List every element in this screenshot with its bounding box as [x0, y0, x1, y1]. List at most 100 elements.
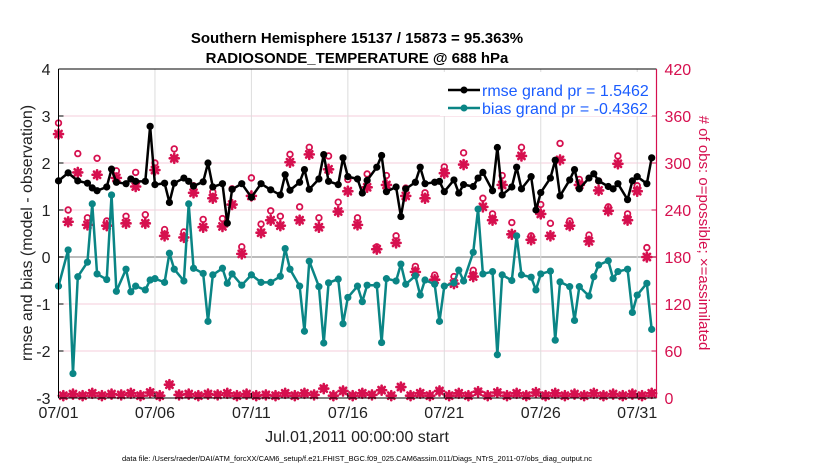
bias-point	[435, 317, 444, 325]
possible-circle-marker	[493, 388, 502, 397]
obs-count-point	[216, 214, 229, 233]
assimilated-asterisk-marker	[169, 153, 179, 163]
obs-count-point	[462, 389, 475, 402]
possible-circle-marker	[643, 243, 651, 252]
rmse-point	[609, 185, 617, 193]
rmse-point	[160, 179, 169, 187]
bias-point	[556, 278, 564, 286]
possible-circle-marker	[377, 386, 386, 394]
obs-count-point	[486, 210, 499, 226]
obs-count-point	[284, 150, 296, 169]
bias-point	[421, 276, 429, 284]
possible-circle-marker	[300, 389, 309, 397]
possible-circle-marker	[517, 143, 526, 152]
rmse-point	[469, 182, 477, 191]
assimilated-asterisk-marker	[160, 231, 170, 241]
bias-point	[508, 276, 516, 285]
chart-subtitle: RADIOSONDE_TEMPERATURE @ 688 hPa	[206, 50, 509, 67]
rmse-point	[286, 186, 294, 194]
obs-count-point	[544, 219, 557, 242]
rmse-point	[132, 177, 140, 185]
obs-count-point	[158, 225, 171, 242]
possible-circle-marker	[609, 390, 617, 398]
possible-circle-marker	[474, 388, 482, 396]
bias-point	[185, 200, 193, 208]
assimilated-asterisk-marker	[545, 231, 555, 241]
bias-point	[474, 205, 482, 213]
obs-count-point	[264, 207, 277, 226]
obs-count-point	[452, 387, 465, 400]
y-right-tick-label: 240	[665, 203, 692, 220]
possible-circle-marker	[315, 214, 323, 222]
y-right-tick-label: 180	[665, 250, 692, 267]
possible-circle-marker	[127, 389, 135, 397]
rmse-point	[315, 175, 323, 183]
y-tick-label: 0	[42, 250, 51, 267]
y-right-tick-label: 60	[665, 344, 683, 361]
rmse-point	[112, 178, 120, 186]
rmse-point	[498, 191, 506, 199]
possible-circle-marker	[160, 225, 169, 234]
x-axis-label: Jul.01,2011 00:00:00 start	[265, 429, 449, 446]
rmse-point	[614, 180, 622, 188]
rmse-point	[508, 183, 516, 191]
bias-point	[315, 283, 323, 291]
possible-circle-marker	[585, 231, 593, 239]
obs-count-point	[583, 231, 595, 248]
assimilated-asterisk-marker	[613, 159, 623, 169]
bias-point	[566, 283, 574, 291]
obs-count-point	[539, 389, 552, 402]
bias-point	[455, 266, 463, 274]
assimilated-asterisk-marker	[208, 193, 218, 203]
grid	[58, 69, 657, 398]
possible-circle-marker	[416, 389, 424, 397]
obs-count-point	[207, 188, 219, 205]
possible-circle-marker	[455, 389, 463, 397]
rmse-point	[320, 150, 328, 159]
rmse-point	[185, 177, 193, 185]
possible-circle-marker	[223, 389, 231, 397]
bias-point	[300, 327, 309, 335]
assimilated-asterisk-marker	[266, 215, 276, 225]
possible-circle-marker	[590, 389, 598, 397]
assimilated-asterisk-marker	[314, 222, 324, 232]
possible-circle-marker	[546, 219, 555, 228]
possible-circle-marker	[170, 145, 178, 153]
obs-count-point	[269, 389, 282, 402]
obs-count-point	[414, 387, 426, 400]
assimilated-asterisk-marker	[642, 252, 652, 262]
rmse-point	[532, 206, 540, 214]
series-lines	[54, 122, 656, 378]
obs-count-point	[404, 389, 417, 402]
rmse-point	[537, 189, 545, 197]
assimilated-asterisk-marker	[536, 209, 546, 219]
obs-count-markers	[52, 119, 658, 402]
rmse-point	[64, 169, 72, 177]
bias-point	[276, 272, 284, 280]
possible-circle-marker	[358, 389, 367, 397]
rmse-point	[358, 189, 366, 197]
bias-point	[431, 280, 439, 288]
rmse-point	[218, 180, 227, 188]
obs-count-point	[616, 389, 629, 402]
bias-point	[339, 320, 347, 328]
possible-circle-marker	[185, 390, 193, 398]
assimilated-asterisk-marker	[439, 168, 449, 178]
obs-count-point	[125, 387, 137, 400]
assimilated-asterisk-marker	[623, 215, 633, 225]
obs-count-point	[139, 210, 152, 230]
assimilated-asterisk-marker	[517, 151, 526, 161]
obs-count-point	[346, 389, 359, 402]
possible-circle-marker	[392, 232, 400, 240]
obs-count-point	[438, 163, 451, 179]
bias-point	[257, 278, 265, 286]
possible-circle-marker	[363, 170, 371, 178]
rmse-point	[296, 178, 304, 186]
rmse-point	[107, 165, 116, 173]
possible-circle-marker	[508, 218, 516, 227]
obs-count-point	[337, 385, 349, 397]
bias-point	[609, 275, 617, 283]
bias-point	[103, 275, 111, 284]
rmse-point	[450, 176, 458, 184]
